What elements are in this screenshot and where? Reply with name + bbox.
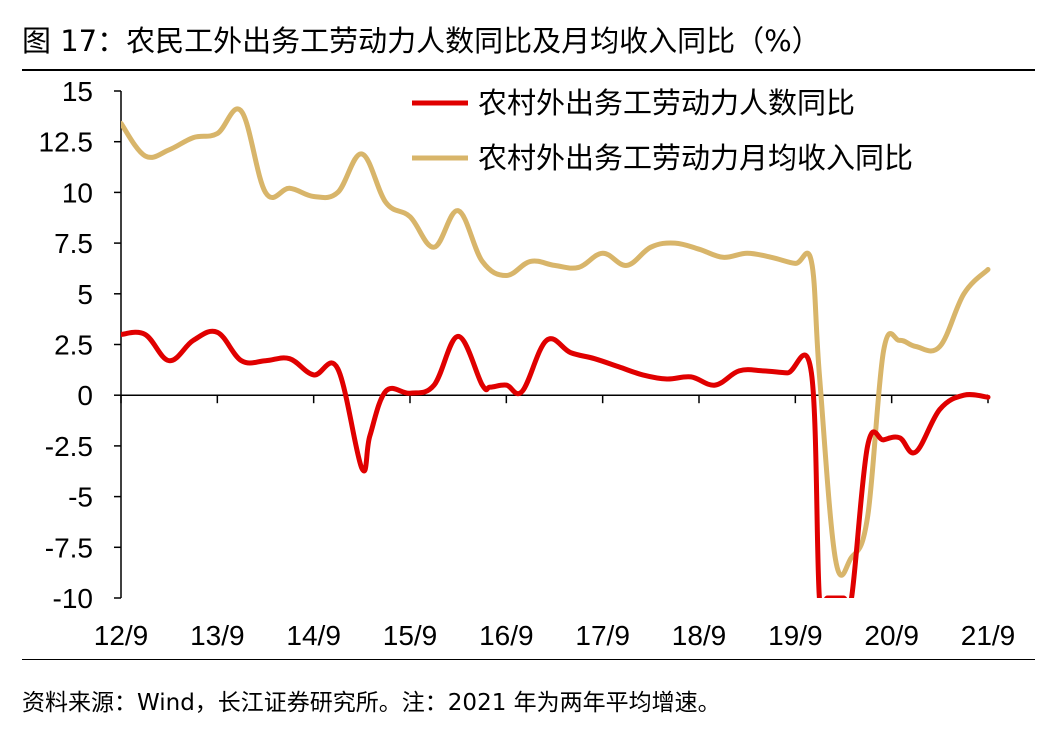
chart-title: 图 17：农民工外出务工劳动力人数同比及月均收入同比（%） <box>22 24 821 58</box>
legend-label-people: 农村外出务工劳动力人数同比 <box>478 87 855 120</box>
y-tick-label: 7.5 <box>54 228 93 259</box>
x-tick-label: 16/9 <box>479 620 534 651</box>
y-tick-label: -10 <box>53 583 93 614</box>
x-tick-label: 14/9 <box>286 620 341 651</box>
x-tick-label: 15/9 <box>383 620 438 651</box>
y-tick-label: -5 <box>68 482 93 513</box>
y-tick-label: 12.5 <box>39 127 94 158</box>
legend-label-income: 农村外出务工劳动力月均收入同比 <box>478 142 913 175</box>
y-tick-label: -2.5 <box>45 431 93 462</box>
x-tick-label: 17/9 <box>575 620 630 651</box>
x-tick-label: 12/9 <box>94 620 149 651</box>
x-tick-label: 19/9 <box>768 620 823 651</box>
y-tick-label: 10 <box>62 177 93 208</box>
x-tick-label: 18/9 <box>672 620 727 651</box>
chart-series-lines <box>121 106 991 598</box>
y-tick-label: 2.5 <box>54 330 93 361</box>
x-tick-label: 20/9 <box>864 620 919 651</box>
x-tick-label: 21/9 <box>961 620 1016 651</box>
y-tick-label: 0 <box>77 380 93 411</box>
y-tick-label: 5 <box>77 279 93 310</box>
source-note: 资料来源：Wind，长江证券研究所。注：2021 年为两年平均增速。 <box>22 690 721 716</box>
y-tick-label: 15 <box>62 76 93 107</box>
x-tick-label: 13/9 <box>190 620 245 651</box>
footer-rule <box>22 659 1035 660</box>
series-line-income <box>121 106 991 578</box>
title-rule <box>22 69 1035 71</box>
series-line-people <box>121 328 991 598</box>
y-tick-label: -7.5 <box>45 532 93 563</box>
